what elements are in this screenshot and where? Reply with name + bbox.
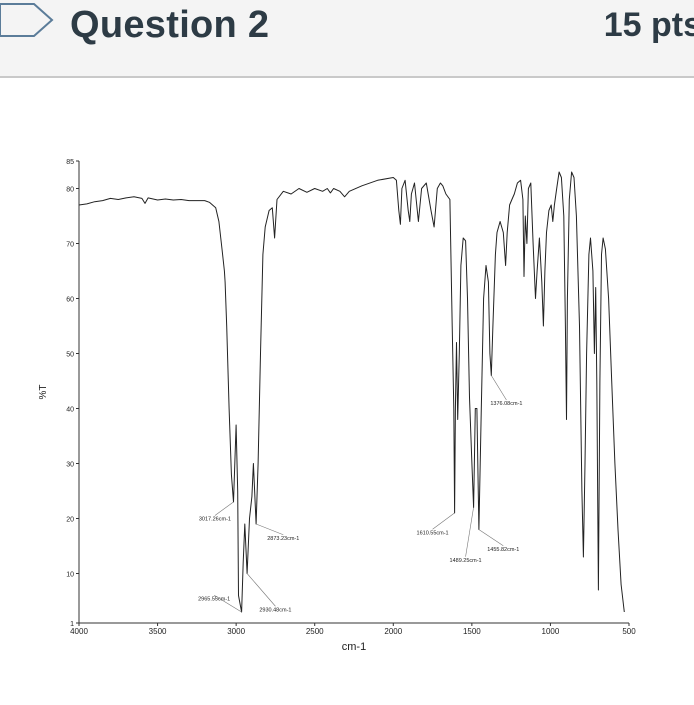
peak-label: 1610.55cm-1 [417, 530, 449, 536]
x-tick-label: 500 [622, 627, 636, 636]
x-tick-label: 2000 [384, 627, 402, 636]
y-tick-label: 85 [66, 159, 74, 166]
peak-label: 1489.25cm-1 [450, 558, 482, 564]
question-header: Question 2 15 pts [0, 0, 694, 78]
peak-label: 2965.55cm-1 [198, 596, 230, 602]
y-tick-label: 20 [66, 517, 74, 524]
y-tick-label: 80 [66, 187, 74, 194]
annotation-leader [255, 523, 284, 536]
question-points: 15 pts [603, 6, 694, 44]
flag-icon[interactable] [0, 2, 56, 38]
annotation-leader [478, 529, 504, 546]
ir-spectrum-chart: 4000 3500 3000 2500 2000 1500 1000 500 1 10 20 30 40… [0, 80, 694, 700]
y-tick-label: 40 [66, 407, 74, 414]
annotation-leader [465, 507, 474, 557]
y-tick-label: 1 [70, 621, 74, 628]
x-tick-label: 4000 [70, 627, 88, 636]
peak-label: 3017.26cm-1 [199, 517, 231, 523]
spectrum-trace [78, 171, 625, 613]
annotation-leader [491, 375, 507, 401]
x-tick-label: 2500 [306, 627, 324, 636]
chart-series [78, 171, 625, 613]
peak-label: 2873.23cm-1 [267, 536, 299, 542]
chart-axes [78, 161, 629, 624]
x-axis-label: cm-1 [342, 641, 366, 653]
annotation-leader [246, 573, 276, 607]
y-tick-label: 60 [66, 297, 74, 304]
y-tick-label: 30 [66, 462, 74, 469]
peak-label: 1376.08cm-1 [490, 401, 522, 407]
y-axis-label: %T [38, 385, 49, 400]
chart-annotations: 3017.26cm-1 2873.23cm-1 2965.55cm-1 2930.48… [198, 375, 522, 613]
peak-label: 2930.48cm-1 [259, 607, 291, 613]
chart-ticks: 4000 3500 3000 2500 2000 1500 1000 500 1 10 20 30 40… [66, 159, 636, 636]
annotation-leader [214, 501, 234, 516]
y-tick-label: 10 [66, 572, 74, 579]
peak-label: 1455.82cm-1 [487, 547, 519, 553]
question-title: Question 2 [70, 4, 270, 46]
x-tick-label: 3000 [227, 627, 245, 636]
x-tick-label: 1000 [542, 627, 560, 636]
x-tick-label: 1500 [463, 627, 481, 636]
annotation-leader [432, 512, 455, 530]
y-tick-label: 70 [66, 242, 74, 249]
ir-spectrum-svg: 4000 3500 3000 2500 2000 1500 1000 500 1 10 20 30 40… [38, 159, 636, 653]
annotation-leader [213, 594, 242, 613]
y-tick-label: 50 [66, 352, 74, 359]
x-tick-label: 3500 [149, 627, 167, 636]
